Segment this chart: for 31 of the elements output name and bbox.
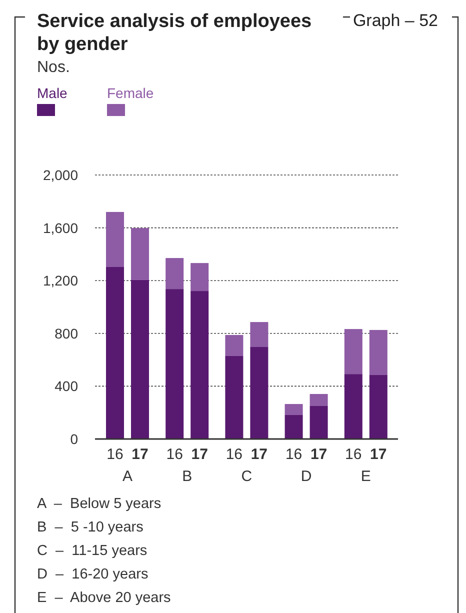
y-tick-label: 1,200 [42,272,78,289]
y-tick-label: 400 [54,378,78,394]
x-tick-label: 17 [250,446,268,463]
text: E – Above 20 years [37,590,171,606]
x-tick-label: 16 [166,446,183,463]
text: B [182,468,192,485]
text: B – 5 -10 years [37,520,144,536]
text: E [360,468,371,485]
text: D [300,468,312,485]
x-tick-label: 16 [226,446,243,463]
text: A [122,468,133,485]
y-tick-label: 800 [54,325,78,342]
text: D – 16-20 years [37,566,148,582]
y-tick-label: 0 [70,431,78,447]
text: C [241,468,252,485]
x-tick-label: 16 [345,446,362,463]
y-tick-label: 2,000 [42,167,78,183]
text: C – 11-15 years [37,543,148,559]
x-tick-label: 17 [132,446,148,463]
y-tick-label: 1,600 [42,220,78,236]
x-tick-label: 17 [191,446,208,463]
text: Graph – 52 [352,11,438,30]
text: Female [107,85,154,101]
text: Nos. [37,59,70,76]
x-tick-label: 17 [310,446,328,463]
x-tick-label: 17 [370,446,387,463]
x-tick-label: 16 [106,446,124,463]
text: A – Below 5 years [37,496,162,512]
chart-title: Service analysis of employees by gender [37,11,312,55]
text: Male [37,85,68,101]
x-tick-label: 16 [285,446,302,463]
